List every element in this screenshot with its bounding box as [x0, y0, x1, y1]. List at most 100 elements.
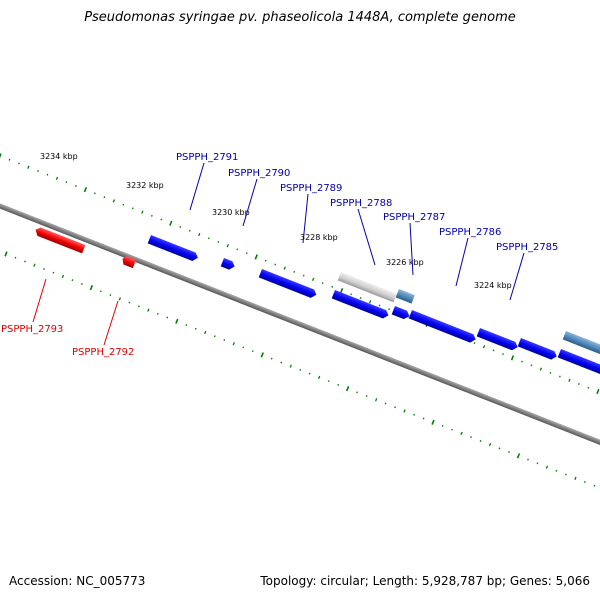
outer-scale-tick	[122, 203, 125, 206]
gene-unlabeled-forward-2[interactable]	[557, 349, 600, 377]
inner-scale-tick	[194, 327, 197, 330]
gene-pspph-2789[interactable]	[258, 269, 318, 299]
outer-scale-tick	[0, 153, 2, 159]
inner-scale-tick	[260, 352, 264, 358]
gene-pspph-2790[interactable]	[220, 258, 236, 271]
accession-text: Accession: NC_005773	[9, 574, 146, 588]
outer-scale-tick	[226, 244, 229, 248]
gene-pspph-2792[interactable]	[121, 255, 137, 269]
inner-scale-tick	[365, 395, 368, 398]
inner-scale-tick	[232, 342, 235, 346]
gene-label-pspph-2790[interactable]: PSPPH_2790	[228, 168, 290, 179]
outer-scale-tick	[331, 285, 334, 288]
outer-scale-tick	[74, 184, 77, 187]
inner-scale-tick	[574, 476, 577, 480]
inner-scale-tick	[43, 267, 45, 270]
inner-scale-tick	[308, 372, 311, 375]
outer-scale-tick	[217, 240, 220, 243]
gene-pspph-2788[interactable]	[337, 272, 397, 303]
gene-pspph-2787[interactable]	[391, 306, 411, 321]
gene-pspph-2786[interactable]	[408, 310, 477, 344]
outer-scale-tick	[207, 237, 210, 240]
outer-scale-tick	[587, 386, 590, 389]
outer-scale-tick	[539, 367, 543, 371]
inner-scale-tick	[431, 419, 435, 425]
outer-scale-tick	[350, 293, 353, 296]
gene-label-pspph-2785[interactable]: PSPPH_2785	[496, 242, 558, 253]
gene-pspph-2788-rna[interactable]	[395, 289, 415, 304]
inner-scale-tick	[61, 274, 65, 279]
outer-scale-tick	[568, 378, 571, 382]
inner-scale-tick	[356, 391, 359, 394]
outer-scale-tick	[274, 263, 277, 266]
gene-label-pspph-2791[interactable]: PSPPH_2791	[176, 152, 238, 163]
outer-scale-tick	[245, 252, 248, 255]
inner-scale-tick	[156, 312, 159, 315]
inner-scale-tick	[204, 330, 207, 335]
outer-scale-tick	[93, 192, 96, 195]
inner-scale-tick	[451, 428, 453, 431]
outer-scale-tick	[378, 304, 381, 307]
inner-scale-tick	[479, 439, 482, 442]
outer-scale-tick	[65, 181, 68, 184]
gene-label-pspph-2789[interactable]: PSPPH_2789	[280, 183, 342, 194]
outer-scale-tick	[311, 277, 315, 282]
gene-label-pspph-2787[interactable]: PSPPH_2787	[383, 212, 445, 223]
inner-scale-tick	[137, 305, 140, 308]
gene-label-pspph-2786[interactable]: PSPPH_2786	[439, 227, 501, 238]
inner-scale-tick	[270, 357, 273, 360]
outer-scale-tick	[179, 226, 182, 229]
inner-scale-tick	[460, 431, 463, 436]
outer-scale-tick	[558, 375, 561, 378]
gene-label-pspph-2793[interactable]: PSPPH_2793	[1, 324, 63, 335]
gene-label-pspph-2788[interactable]: PSPPH_2788	[330, 198, 392, 209]
outer-scale-tick	[482, 345, 486, 349]
inner-scale-tick	[128, 301, 131, 304]
inner-scale-tick	[345, 385, 350, 392]
outer-scale-tick	[293, 270, 296, 273]
outer-scale-tick	[492, 349, 495, 352]
inner-scale-tick	[384, 402, 387, 405]
kbp-label-3228: 3228 kbp	[300, 233, 338, 242]
inner-scale-tick	[374, 398, 378, 402]
gene-pspph-2785[interactable]	[476, 328, 519, 352]
inner-scale-tick	[14, 256, 17, 259]
inner-scale-tick	[394, 406, 397, 409]
inner-scale-tick	[175, 318, 179, 324]
inner-scale-tick	[280, 361, 283, 364]
outer-scale-tick	[530, 364, 533, 367]
gene-pspph-2793[interactable]	[34, 226, 86, 254]
outer-scale-tick	[188, 229, 191, 232]
inner-scale-tick	[223, 338, 226, 341]
outer-scale-tick	[596, 388, 600, 395]
inner-scale-tick	[24, 260, 26, 263]
kbp-label-3226: 3226 kbp	[386, 258, 424, 267]
inner-scale-tick	[251, 350, 254, 353]
inner-scale-tick	[147, 308, 150, 312]
outer-scale-tick	[502, 353, 504, 356]
inner-scale-tick	[185, 324, 188, 327]
gene-unlabeled-forward-1[interactable]	[517, 338, 559, 361]
outer-scale-tick	[141, 210, 144, 214]
inner-scale-tick	[488, 443, 492, 447]
outer-scale-tick	[302, 274, 305, 277]
gene-pspph-2788-lower[interactable]	[331, 290, 390, 320]
outer-scale-tick	[473, 341, 476, 344]
gene-pspph-2791[interactable]	[147, 235, 200, 262]
inner-scale-tick	[213, 335, 216, 338]
gene-unlabeled-rna[interactable]	[562, 331, 600, 358]
outer-scale-tick	[368, 300, 372, 304]
gene-label-pspph-2792[interactable]: PSPPH_2792	[72, 347, 134, 358]
outer-scale-tick	[103, 196, 106, 199]
inner-scale-tick	[242, 346, 245, 349]
inner-scale-tick	[52, 271, 55, 274]
inner-scale-tick	[89, 285, 94, 291]
inner-scale-tick	[593, 484, 596, 487]
outer-tick-track	[0, 153, 600, 395]
forward-label-leaders	[189, 162, 525, 301]
outer-scale-tick	[112, 199, 116, 203]
outer-scale-tick	[388, 308, 391, 311]
inner-scale-tick	[33, 263, 36, 267]
inner-scale-tick	[109, 294, 112, 297]
